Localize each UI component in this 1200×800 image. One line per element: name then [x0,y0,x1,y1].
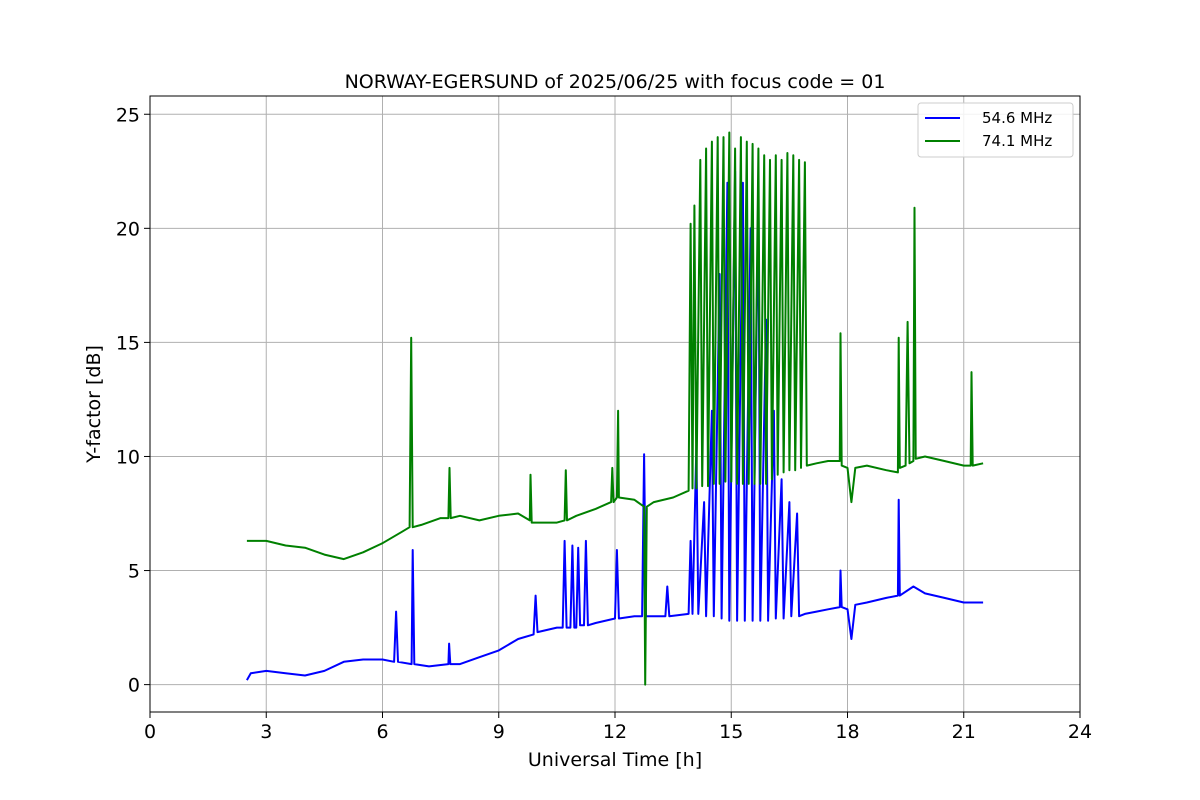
x-tick-label: 3 [260,721,272,743]
x-tick-label: 12 [603,721,627,743]
y-tick-label: 5 [128,561,140,583]
y-tick-label: 25 [116,104,140,126]
y-tick-label: 0 [128,675,140,697]
x-tick-label: 24 [1068,721,1092,743]
y-tick-label: 10 [116,446,140,468]
y-tick-label: 15 [116,332,140,354]
legend-frame [917,102,1074,158]
y-tick-label: 20 [116,218,140,240]
legend-label-74-1: 74.1 MHz [982,132,1052,150]
y-axis: 0 5 10 15 20 25 [116,104,150,697]
x-axis: 0 3 6 9 12 15 18 21 24 [144,712,1092,743]
x-tick-label: 15 [719,721,743,743]
y-axis-label: Y-factor [dB] [83,345,105,464]
x-axis-label: Universal Time [h] [528,749,702,771]
series-group [246,131,984,686]
x-tick-label: 0 [144,721,156,743]
legend-label-54-6: 54.6 MHz [982,109,1052,127]
chart-title: NORWAY-EGERSUND of 2025/06/25 with focus… [345,71,886,93]
grid [149,96,1081,712]
x-tick-label: 9 [493,721,505,743]
legend: 54.6 MHz 74.1 MHz [917,102,1074,158]
x-tick-label: 18 [835,721,859,743]
series-line-54-6-mhz [246,170,984,681]
series-line-74-1-mhz [246,131,984,686]
x-tick-label: 6 [376,721,388,743]
x-tick-label: 21 [952,721,976,743]
